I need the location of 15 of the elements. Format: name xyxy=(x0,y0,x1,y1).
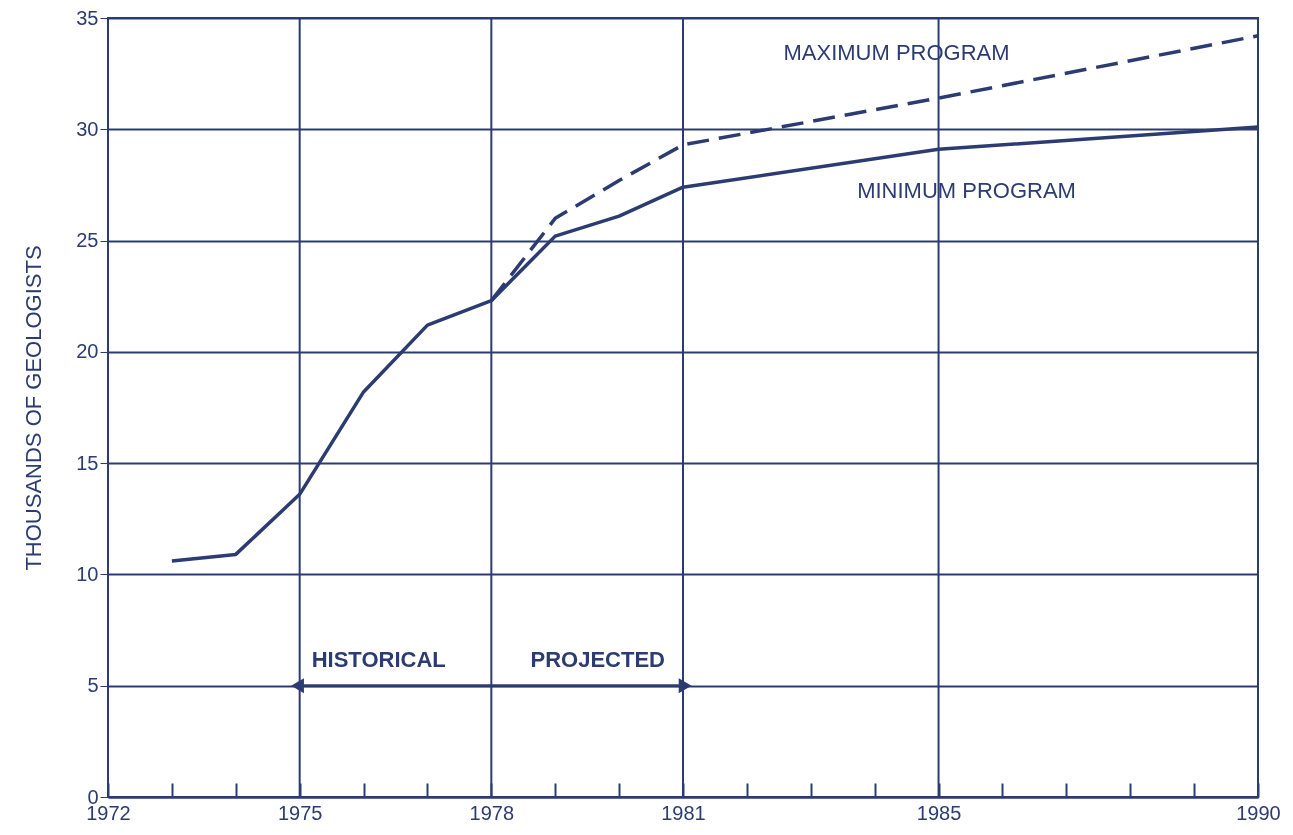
y-tick-label: 25 xyxy=(76,229,99,252)
x-tick-label: 1985 xyxy=(916,801,962,824)
x-tick-label: 1975 xyxy=(277,801,323,824)
x-tick-label: 1978 xyxy=(469,801,515,824)
y-tick-label: 15 xyxy=(76,451,99,474)
annotation: HISTORICAL xyxy=(311,646,446,672)
y-tick-label: 10 xyxy=(76,562,99,585)
y-tick-label: 5 xyxy=(87,674,99,697)
x-tick-label: 1981 xyxy=(661,801,706,824)
y-tick-label: 20 xyxy=(76,340,99,363)
x-tick-label: 1990 xyxy=(1236,801,1281,824)
annotation: PROJECTED xyxy=(530,646,665,672)
y-tick-label: 35 xyxy=(76,6,99,29)
y-axis-title: THOUSANDS OF GEOLOGISTS xyxy=(21,245,47,571)
y-tick-label: 30 xyxy=(76,117,99,140)
